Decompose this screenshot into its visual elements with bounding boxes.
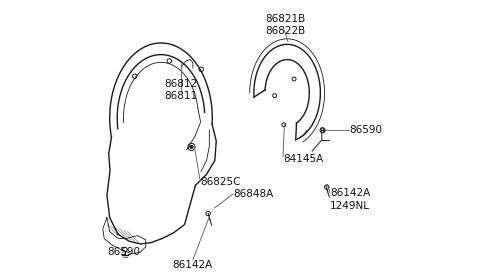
Text: 86142A: 86142A <box>173 260 213 270</box>
Text: 86142A
1249NL: 86142A 1249NL <box>330 188 371 211</box>
Text: 86848A: 86848A <box>233 189 273 199</box>
Text: 86821B
86822B: 86821B 86822B <box>265 14 306 36</box>
Text: 86590: 86590 <box>349 125 383 135</box>
Text: 84145A: 84145A <box>283 154 323 164</box>
Text: 86590: 86590 <box>107 247 140 257</box>
Circle shape <box>190 145 193 149</box>
Text: 86825C: 86825C <box>200 177 240 186</box>
Text: 86812
86811: 86812 86811 <box>164 79 197 101</box>
